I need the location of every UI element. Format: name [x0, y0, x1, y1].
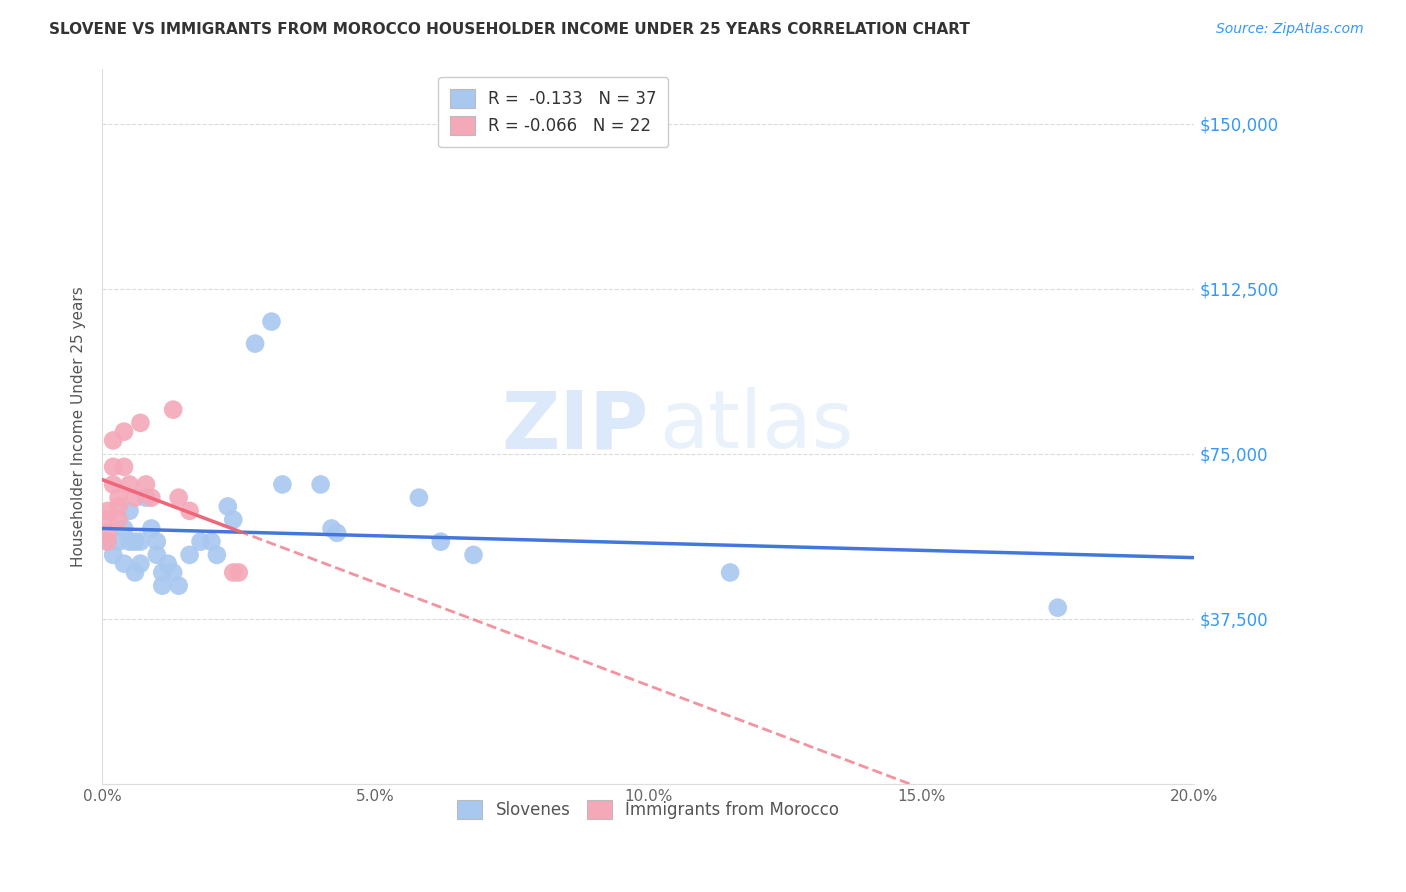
Point — [107, 534, 129, 549]
Point — [101, 548, 124, 562]
Point — [118, 534, 141, 549]
Point — [260, 315, 283, 329]
Point — [321, 521, 343, 535]
Point — [101, 477, 124, 491]
Point — [228, 566, 250, 580]
Point — [124, 491, 146, 505]
Point — [107, 500, 129, 514]
Point — [167, 491, 190, 505]
Point — [124, 566, 146, 580]
Point — [129, 557, 152, 571]
Point — [190, 534, 212, 549]
Point — [118, 477, 141, 491]
Point — [326, 525, 349, 540]
Point — [118, 504, 141, 518]
Point — [271, 477, 294, 491]
Point — [167, 579, 190, 593]
Text: SLOVENE VS IMMIGRANTS FROM MOROCCO HOUSEHOLDER INCOME UNDER 25 YEARS CORRELATION: SLOVENE VS IMMIGRANTS FROM MOROCCO HOUSE… — [49, 22, 970, 37]
Point — [200, 534, 222, 549]
Point — [129, 416, 152, 430]
Y-axis label: Householder Income Under 25 years: Householder Income Under 25 years — [72, 285, 86, 566]
Point — [97, 513, 120, 527]
Point — [107, 513, 129, 527]
Point — [162, 402, 184, 417]
Point — [112, 521, 135, 535]
Point — [141, 491, 163, 505]
Point — [112, 425, 135, 439]
Point — [97, 525, 120, 540]
Point — [146, 548, 169, 562]
Point — [718, 566, 741, 580]
Point — [222, 513, 245, 527]
Point — [162, 566, 184, 580]
Point — [150, 579, 173, 593]
Point — [1046, 600, 1069, 615]
Point — [107, 491, 129, 505]
Point — [179, 504, 201, 518]
Text: ZIP: ZIP — [501, 387, 648, 465]
Point — [97, 504, 120, 518]
Point — [141, 521, 163, 535]
Point — [309, 477, 332, 491]
Point — [243, 336, 266, 351]
Point — [124, 534, 146, 549]
Text: Source: ZipAtlas.com: Source: ZipAtlas.com — [1216, 22, 1364, 37]
Point — [205, 548, 228, 562]
Point — [150, 566, 173, 580]
Point — [97, 534, 120, 549]
Point — [429, 534, 451, 549]
Point — [135, 491, 157, 505]
Point — [97, 534, 120, 549]
Point — [156, 557, 179, 571]
Point — [135, 477, 157, 491]
Point — [463, 548, 485, 562]
Point — [129, 534, 152, 549]
Point — [101, 434, 124, 448]
Legend: Slovenes, Immigrants from Morocco: Slovenes, Immigrants from Morocco — [450, 793, 846, 825]
Point — [112, 557, 135, 571]
Point — [179, 548, 201, 562]
Point — [222, 566, 245, 580]
Point — [408, 491, 430, 505]
Point — [146, 534, 169, 549]
Text: atlas: atlas — [659, 387, 853, 465]
Point — [101, 459, 124, 474]
Point — [112, 459, 135, 474]
Point — [217, 500, 239, 514]
